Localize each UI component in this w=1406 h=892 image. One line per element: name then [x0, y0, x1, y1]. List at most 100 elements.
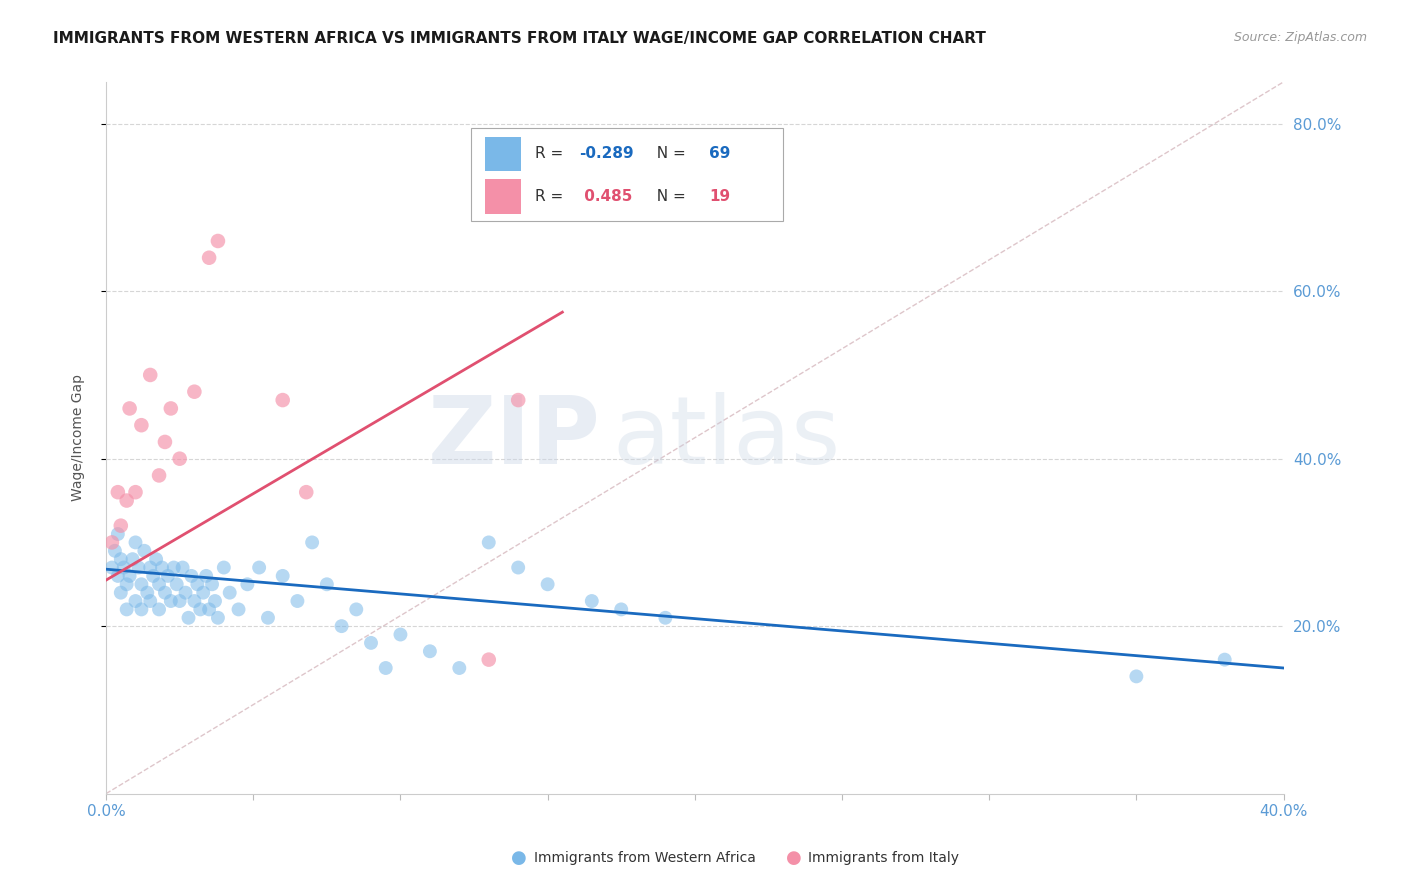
Point	[536, 577, 558, 591]
Point	[271, 569, 294, 583]
Point	[107, 485, 129, 500]
Point	[115, 602, 138, 616]
Text: 0.485: 0.485	[579, 189, 633, 204]
FancyBboxPatch shape	[485, 136, 520, 171]
Text: IMMIGRANTS FROM WESTERN AFRICA VS IMMIGRANTS FROM ITALY WAGE/INCOME GAP CORRELAT: IMMIGRANTS FROM WESTERN AFRICA VS IMMIGR…	[53, 31, 986, 46]
Point	[148, 602, 170, 616]
Point	[145, 552, 167, 566]
Point	[139, 594, 162, 608]
Text: atlas: atlas	[613, 392, 841, 483]
Point	[150, 560, 173, 574]
Point	[148, 577, 170, 591]
Point	[101, 535, 124, 549]
Point	[1213, 653, 1236, 667]
Text: Immigrants from Western Africa: Immigrants from Western Africa	[534, 851, 756, 865]
Point	[295, 485, 318, 500]
Point	[110, 585, 132, 599]
Point	[124, 535, 146, 549]
Point	[156, 569, 179, 583]
Point	[419, 644, 441, 658]
Point	[107, 527, 129, 541]
Y-axis label: Wage/Income Gap: Wage/Income Gap	[72, 375, 86, 501]
Point	[183, 594, 205, 608]
Point	[188, 602, 211, 616]
Point	[139, 560, 162, 574]
Point	[172, 560, 194, 574]
Point	[610, 602, 633, 616]
Point	[257, 611, 280, 625]
Text: ZIP: ZIP	[427, 392, 600, 483]
Point	[148, 468, 170, 483]
Point	[112, 560, 135, 574]
Point	[218, 585, 240, 599]
Point	[315, 577, 337, 591]
Point	[183, 384, 205, 399]
Point	[374, 661, 396, 675]
Point	[449, 661, 471, 675]
Point	[124, 594, 146, 608]
Point	[330, 619, 353, 633]
Point	[118, 569, 141, 583]
Point	[389, 627, 412, 641]
Point	[198, 251, 221, 265]
Point	[115, 577, 138, 591]
Point	[121, 552, 143, 566]
Point	[236, 577, 259, 591]
Text: N =: N =	[647, 146, 690, 161]
Point	[131, 602, 153, 616]
Point	[581, 594, 603, 608]
Point	[118, 401, 141, 416]
Point	[228, 602, 250, 616]
Point	[166, 577, 188, 591]
Text: 19: 19	[709, 189, 730, 204]
Point	[134, 543, 156, 558]
Point	[107, 569, 129, 583]
Point	[207, 611, 229, 625]
Point	[169, 594, 191, 608]
Point	[1125, 669, 1147, 683]
Point	[177, 611, 200, 625]
Point	[247, 560, 270, 574]
Point	[136, 585, 159, 599]
Point	[131, 418, 153, 433]
Point	[478, 535, 501, 549]
Point	[508, 560, 530, 574]
Text: Immigrants from Italy: Immigrants from Italy	[808, 851, 959, 865]
FancyBboxPatch shape	[471, 128, 783, 220]
Point	[207, 234, 229, 248]
Point	[115, 493, 138, 508]
Point	[478, 653, 501, 667]
Point	[204, 594, 226, 608]
Text: R =: R =	[534, 189, 568, 204]
Point	[654, 611, 676, 625]
Point	[193, 585, 215, 599]
Point	[101, 560, 124, 574]
Point	[169, 451, 191, 466]
Point	[180, 569, 202, 583]
Text: ●: ●	[512, 849, 527, 867]
Point	[163, 560, 186, 574]
Point	[160, 401, 183, 416]
Text: R =: R =	[534, 146, 568, 161]
Point	[201, 577, 224, 591]
Point	[160, 594, 183, 608]
Point	[142, 569, 165, 583]
Point	[212, 560, 235, 574]
Point	[287, 594, 309, 608]
FancyBboxPatch shape	[485, 179, 520, 213]
Point	[508, 393, 530, 408]
Point	[110, 552, 132, 566]
Point	[153, 585, 176, 599]
Point	[198, 602, 221, 616]
Point	[139, 368, 162, 382]
Point	[110, 518, 132, 533]
Text: -0.289: -0.289	[579, 146, 634, 161]
Text: Source: ZipAtlas.com: Source: ZipAtlas.com	[1233, 31, 1367, 45]
Text: 69: 69	[709, 146, 730, 161]
Point	[195, 569, 218, 583]
Text: N =: N =	[647, 189, 690, 204]
Point	[127, 560, 149, 574]
Point	[271, 393, 294, 408]
Point	[153, 434, 176, 449]
Point	[131, 577, 153, 591]
